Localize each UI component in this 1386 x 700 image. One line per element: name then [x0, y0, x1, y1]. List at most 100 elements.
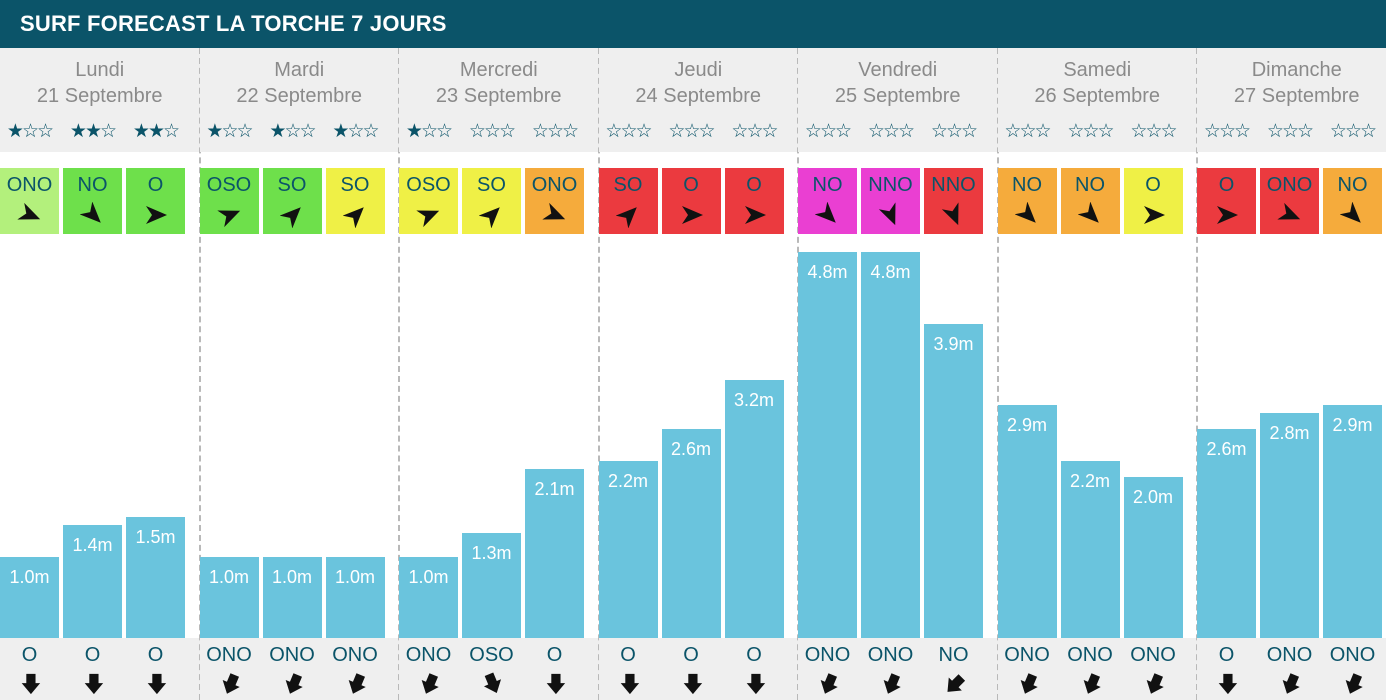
time-slot: ★★☆ O 1.5m O — [126, 48, 185, 700]
day-name: Jeudi — [674, 59, 723, 81]
day-header-band — [0, 48, 200, 152]
time-slot: ★☆☆ SO 1.0m ONO — [325, 48, 385, 700]
star-empty-icon: ☆ — [1218, 121, 1236, 142]
wind-cell: NO — [1323, 168, 1382, 234]
wind-cell: NNO — [861, 168, 920, 234]
time-slot: ☆☆☆ NNO 3.9m NO — [924, 48, 983, 700]
star-filled-icon: ★ — [132, 121, 150, 142]
star-empty-icon: ☆ — [1329, 121, 1347, 142]
star-empty-icon: ☆ — [898, 121, 915, 142]
star-empty-icon: ☆ — [1297, 121, 1314, 142]
wave-height-label: 1.0m — [408, 567, 449, 587]
star-empty-icon: ☆ — [605, 121, 622, 142]
wind-arrow-icon — [17, 202, 41, 220]
star-empty-icon: ☆ — [882, 121, 900, 142]
swell-direction-label: O — [620, 644, 636, 666]
wave-height-label: 2.2m — [607, 471, 649, 491]
star-filled-icon: ★ — [147, 121, 165, 142]
wind-direction-label: ONO — [1266, 174, 1313, 196]
wave-height-bar: 2.6m — [1197, 429, 1256, 638]
wind-direction-label: SO — [477, 174, 506, 196]
swell-direction-label: ONO — [1067, 644, 1113, 666]
wind-cell: ONO — [0, 168, 59, 234]
star-empty-icon: ☆ — [668, 121, 685, 142]
swell-arrow-icon — [348, 673, 366, 694]
wave-height-label: 2.9m — [1006, 415, 1048, 435]
wind-cell: OSO — [399, 168, 458, 234]
swell-direction-label: O — [21, 644, 38, 666]
time-slot: ☆☆☆ O 2.6m O — [1197, 48, 1256, 700]
wind-arrow-icon — [941, 202, 959, 226]
swell-arrow-icon — [21, 673, 41, 695]
rating-stars: ☆☆☆ — [725, 121, 784, 143]
time-slot: ★☆☆ OSO 1.0m ONO — [399, 48, 458, 700]
wind-arrow-icon — [815, 202, 836, 223]
time-slot: ☆☆☆ NNO 4.8m ONO — [861, 48, 920, 700]
wind-arrow-icon — [216, 210, 240, 228]
star-empty-icon: ☆ — [21, 121, 39, 142]
star-empty-icon: ☆ — [420, 121, 438, 142]
wind-direction-label: NO — [77, 174, 108, 196]
time-slot: ☆☆☆ O 3.2m O — [724, 48, 784, 700]
rating-stars: ☆☆☆ — [1323, 121, 1382, 143]
star-empty-icon: ☆ — [1004, 121, 1021, 142]
star-empty-icon: ☆ — [499, 121, 516, 142]
day-date: 25 Septembre — [834, 85, 961, 107]
wind-arrow-icon — [479, 207, 500, 228]
wave-height-bar: 1.0m — [199, 557, 259, 638]
forecast-chart: Lundi 21 Septembre ★☆☆ ONO 1.0m O ★★☆ NO 1.4m O ★★… — [0, 48, 1386, 700]
star-empty-icon: ☆ — [1082, 121, 1099, 142]
swell-direction-label: O — [84, 644, 101, 666]
star-empty-icon: ☆ — [562, 121, 579, 142]
wave-height-bar: 2.9m — [997, 405, 1057, 638]
wave-height-bar: 4.8m — [798, 252, 857, 638]
star-empty-icon: ☆ — [236, 121, 254, 142]
swell-arrow-icon — [1146, 673, 1164, 694]
wave-height-bar: 1.0m — [325, 557, 385, 638]
rating-stars: ☆☆☆ — [924, 121, 983, 143]
wind-direction-label: OSO — [406, 174, 451, 196]
rating-stars: ☆☆☆ — [1197, 121, 1256, 143]
day-header-band — [598, 48, 798, 152]
wind-direction-label: SO — [277, 174, 307, 196]
swell-direction-label: ONO — [1329, 644, 1376, 666]
swell-arrow-icon — [746, 673, 765, 695]
star-empty-icon: ☆ — [546, 121, 564, 142]
star-filled-icon: ★ — [269, 121, 286, 142]
wave-height-label: 1.0m — [208, 567, 250, 587]
star-empty-icon: ☆ — [1130, 121, 1147, 142]
wind-cell: O — [724, 168, 784, 234]
star-empty-icon: ☆ — [746, 121, 763, 142]
star-filled-icon: ★ — [69, 121, 87, 142]
wind-arrow-icon — [1014, 202, 1036, 223]
wind-direction-label: NO — [1337, 174, 1368, 196]
wind-direction-label: O — [1145, 174, 1161, 196]
wind-direction-label: NNO — [931, 174, 976, 196]
day-column: Mardi 22 Septembre ★☆☆ OSO 1.0m ONO ★☆☆ SO 1.0m O… — [199, 48, 400, 700]
wave-height-bar: 2.9m — [1323, 405, 1382, 638]
swell-direction-label: O — [1218, 644, 1235, 666]
star-empty-icon: ☆ — [731, 121, 748, 142]
rating-stars: ☆☆☆ — [525, 121, 584, 143]
rating-stars: ☆☆☆ — [1124, 121, 1183, 143]
rating-stars: ★☆☆ — [0, 121, 59, 143]
day-separator — [398, 48, 400, 700]
day-separator — [198, 48, 201, 700]
swell-direction-label: ONO — [332, 644, 378, 666]
day-date: 23 Septembre — [435, 85, 562, 107]
time-slot: ★★☆ NO 1.4m O — [63, 48, 122, 700]
swell-arrow-icon — [1020, 673, 1038, 694]
wave-height-bar: 2.6m — [661, 429, 721, 638]
wave-height-label: 1.5m — [135, 527, 176, 547]
wave-height-label: 2.6m — [1206, 439, 1247, 459]
star-empty-icon: ☆ — [930, 121, 948, 142]
wave-height-bar: 2.0m — [1123, 477, 1183, 638]
swell-arrow-icon — [222, 673, 240, 694]
star-empty-icon: ☆ — [1281, 121, 1299, 142]
star-filled-icon: ★ — [206, 121, 223, 142]
rating-stars: ☆☆☆ — [599, 121, 658, 143]
star-empty-icon: ☆ — [867, 121, 885, 142]
wave-height-bar: 1.3m — [462, 533, 521, 638]
time-slot: ☆☆☆ ONO 2.1m O — [525, 48, 584, 700]
wind-cell: SO — [262, 168, 322, 234]
